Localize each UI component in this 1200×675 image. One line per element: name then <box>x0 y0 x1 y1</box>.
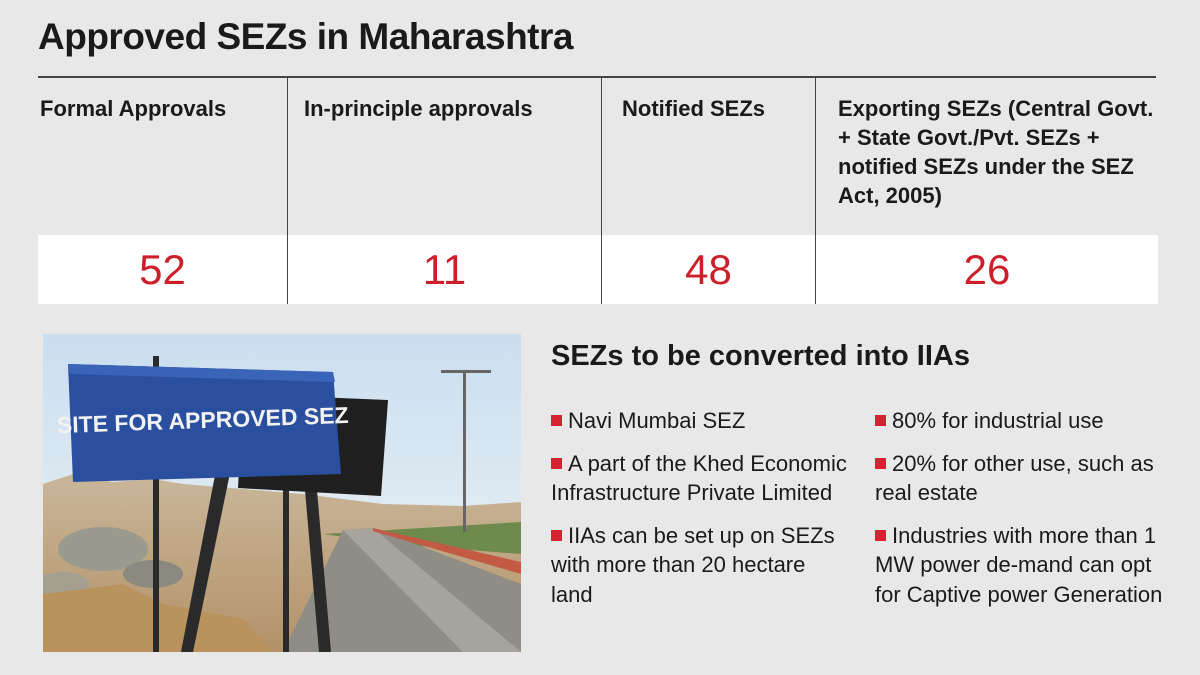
stat-value-formal-approvals: 52 <box>38 235 287 304</box>
title-divider <box>38 76 1156 78</box>
stat-value-exporting-sezs: 26 <box>815 235 1158 304</box>
stat-value-in-principle-approvals: 11 <box>287 235 601 304</box>
left-bullet-list: Navi Mumbai SEZ A part of the Khed Econo… <box>551 406 851 622</box>
list-item: Industries with more than 1 MW power de-… <box>875 522 1163 607</box>
list-item: IIAs can be set up on SEZs with more tha… <box>551 522 835 607</box>
sez-site-photo: SITE FOR APPROVED SEZ <box>43 334 521 652</box>
bullet-marker-icon <box>551 415 562 426</box>
bullet-marker-icon <box>875 529 886 541</box>
list-item: 80% for industrial use <box>875 406 1175 436</box>
list-item: Navi Mumbai SEZ <box>551 406 851 436</box>
list-item: 20% for other use, such as real estate <box>875 450 1154 505</box>
bullet-marker-icon <box>875 457 886 469</box>
list-item: A part of the Khed Economic Infrastructu… <box>551 450 847 505</box>
stats-table: Formal Approvals In-principle approvals … <box>38 78 1158 304</box>
bullet-marker-icon <box>551 529 562 541</box>
right-bullet-list: 80% for industrial use 20% for other use… <box>875 406 1175 622</box>
stat-label-in-principle-approvals: In-principle approvals <box>287 78 601 235</box>
stat-label-notified-sezs: Notified SEZs <box>601 78 815 235</box>
bullet-marker-icon <box>551 457 562 469</box>
section-title: SEZs to be converted into IIAs <box>551 340 970 372</box>
stat-label-formal-approvals: Formal Approvals <box>40 96 227 121</box>
stat-value-notified-sezs: 48 <box>601 235 815 304</box>
bullet-marker-icon <box>875 415 886 426</box>
page-title: Approved SEZs in Maharashtra <box>38 16 573 57</box>
stat-label-exporting-sezs: Exporting SEZs (Central Govt. + State Go… <box>815 78 1158 235</box>
